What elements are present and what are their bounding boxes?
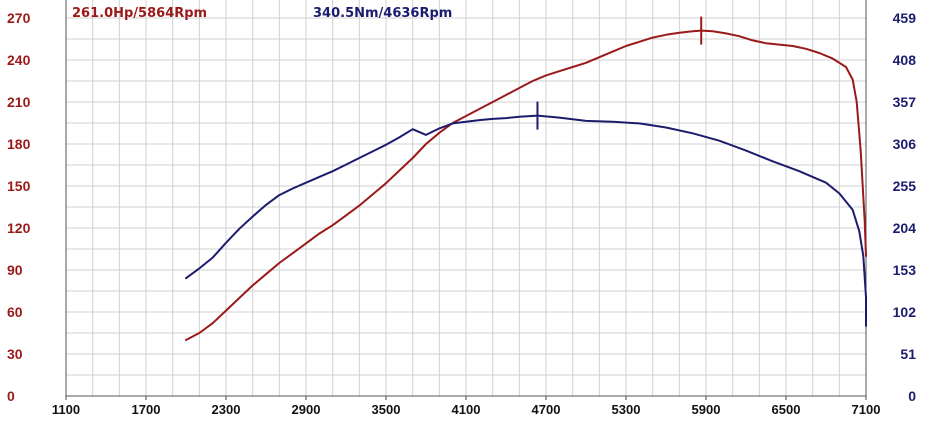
x-tick-label: 4700 <box>532 402 561 417</box>
right-axis-ticks: 0 51 102 153 204 255 306 357 408 459 <box>893 10 917 404</box>
x-tick-label: 5300 <box>612 402 641 417</box>
right-tick-label: 0 <box>908 388 916 404</box>
power-peak-label: 261.0Hp/5864Rpm <box>72 6 207 21</box>
x-tick-label: 5900 <box>692 402 721 417</box>
torque-peak-label: 340.5Nm/4636Rpm <box>313 6 452 21</box>
left-tick-label: 210 <box>7 94 31 110</box>
series-layer <box>185 16 867 341</box>
left-axis-ticks: 0 30 60 90 120 150 180 210 240 270 <box>7 10 31 404</box>
right-tick-label: 102 <box>893 304 917 320</box>
right-tick-label: 153 <box>893 262 917 278</box>
torque-curve-line <box>185 114 867 327</box>
power-curve-line <box>185 29 867 341</box>
right-tick-label: 459 <box>893 10 917 26</box>
x-tick-label: 1700 <box>132 402 161 417</box>
grid-lines <box>65 0 867 397</box>
x-tick-label: 3500 <box>372 402 401 417</box>
x-tick-label: 1100 <box>52 402 80 417</box>
left-tick-label: 0 <box>7 388 15 404</box>
x-tick-label: 6500 <box>772 402 801 417</box>
left-tick-label: 150 <box>7 178 31 194</box>
left-tick-label: 270 <box>7 10 31 26</box>
left-tick-label: 240 <box>7 52 31 68</box>
left-tick-label: 90 <box>7 262 23 278</box>
right-tick-label: 51 <box>900 346 916 362</box>
x-tick-label: 7100 <box>852 402 881 417</box>
right-tick-label: 408 <box>893 52 917 68</box>
left-tick-label: 120 <box>7 220 31 236</box>
x-axis-ticks: 1100 1700 2300 2900 3500 4100 4700 5300 5900 6500… <box>52 396 881 417</box>
left-tick-label: 60 <box>7 304 23 320</box>
x-tick-label: 2900 <box>292 402 321 417</box>
right-tick-label: 306 <box>893 136 917 152</box>
left-tick-label: 180 <box>7 136 31 152</box>
x-tick-label: 4100 <box>452 402 481 417</box>
right-tick-label: 255 <box>893 178 917 194</box>
left-tick-label: 30 <box>7 346 23 362</box>
right-tick-label: 204 <box>893 220 917 236</box>
x-tick-label: 2300 <box>212 402 241 417</box>
right-tick-label: 357 <box>893 94 917 110</box>
